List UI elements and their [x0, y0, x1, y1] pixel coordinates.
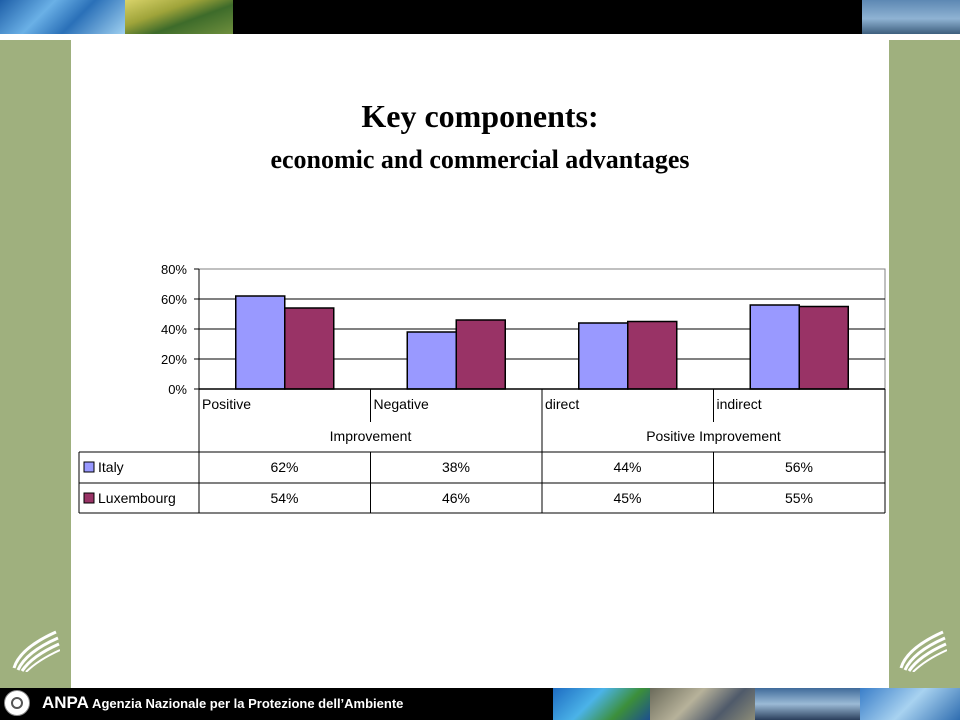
data-cell: 45% — [613, 490, 641, 506]
y-tick-label: 60% — [161, 292, 187, 307]
bar-italy-positive — [235, 295, 286, 390]
bar-italy-direct — [578, 322, 629, 390]
legend-label: Italy — [98, 459, 124, 475]
city-photo — [862, 0, 960, 34]
swoosh-icon — [899, 630, 947, 672]
category-label: Negative — [374, 396, 429, 412]
data-cell: 62% — [270, 459, 298, 475]
group-label: Improvement — [330, 428, 412, 444]
data-cell: 54% — [270, 490, 298, 506]
bottom-banner — [0, 688, 960, 720]
category-label: Positive — [202, 396, 251, 412]
group-label: Positive Improvement — [646, 428, 781, 444]
legend-label: Luxembourg — [98, 490, 176, 506]
water-photo — [0, 0, 125, 34]
data-cell: 38% — [442, 459, 470, 475]
industry-photo — [755, 688, 860, 720]
legend-key-luxembourg — [83, 492, 95, 504]
y-tick-label: 0% — [168, 382, 187, 397]
bar-luxembourg-indirect — [798, 305, 849, 390]
agency-abbreviation: ANPA — [42, 693, 89, 712]
bar-luxembourg-positive — [284, 307, 335, 390]
data-cell: 46% — [442, 490, 470, 506]
y-tick-label: 80% — [161, 262, 187, 277]
swoosh-icon — [12, 630, 60, 672]
field-photo — [125, 0, 233, 34]
category-label: direct — [545, 396, 579, 412]
data-cell: 56% — [785, 459, 813, 475]
legend-key-italy — [83, 461, 95, 473]
data-cell: 44% — [613, 459, 641, 475]
top-banner — [0, 0, 960, 34]
bar-italy-negative — [406, 331, 457, 390]
data-cell: 55% — [785, 490, 813, 506]
waste-photo — [650, 688, 755, 720]
bar-luxembourg-direct — [627, 320, 678, 390]
bar-italy-indirect — [749, 304, 800, 390]
agency-full-name: Agenzia Nazionale per la Protezione dell… — [88, 696, 404, 711]
slide-subtitle: economic and commercial advantages — [270, 145, 690, 174]
bar-luxembourg-negative — [455, 319, 506, 390]
slide-title: Key components: — [361, 98, 599, 134]
footer-agency: ANPA Agenzia Nazionale per la Protezione… — [42, 693, 403, 713]
right-side-panel — [889, 34, 960, 688]
republic-emblem-icon — [4, 690, 30, 716]
left-side-panel — [0, 34, 71, 688]
sky-photo — [860, 688, 960, 720]
earth-photo — [553, 688, 650, 720]
category-label: indirect — [717, 396, 762, 412]
y-tick-label: 40% — [161, 322, 187, 337]
y-tick-label: 20% — [161, 352, 187, 367]
